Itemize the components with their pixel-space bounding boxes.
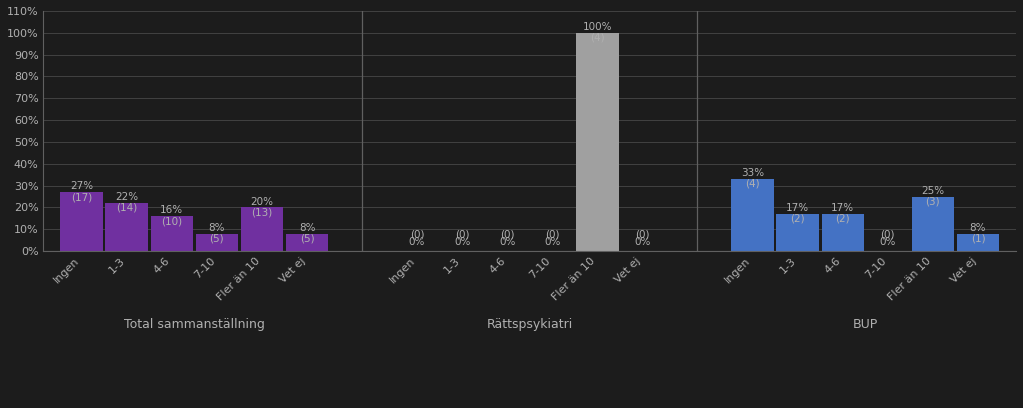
Bar — [776, 214, 818, 251]
Text: 0%: 0% — [409, 237, 426, 247]
Text: (5): (5) — [210, 233, 224, 244]
Text: (0): (0) — [881, 229, 895, 239]
Text: (17): (17) — [71, 192, 92, 202]
Text: (13): (13) — [252, 207, 272, 217]
Text: (2): (2) — [790, 214, 805, 224]
Text: 0%: 0% — [499, 237, 516, 247]
Text: 17%: 17% — [831, 203, 854, 213]
Text: Total sammanställning: Total sammanställning — [124, 318, 265, 331]
Text: (4): (4) — [590, 33, 605, 42]
Text: Rättspsykiatri: Rättspsykiatri — [487, 318, 573, 331]
Text: (0): (0) — [545, 229, 560, 239]
Text: (1): (1) — [971, 233, 985, 244]
Text: 0%: 0% — [880, 237, 896, 247]
Text: (0): (0) — [410, 229, 425, 239]
Text: 0%: 0% — [634, 237, 651, 247]
Text: 17%: 17% — [786, 203, 809, 213]
Text: (4): (4) — [745, 179, 760, 189]
Text: 27%: 27% — [70, 181, 93, 191]
Bar — [911, 197, 954, 251]
Text: 8%: 8% — [970, 223, 986, 233]
Text: (5): (5) — [300, 233, 314, 244]
Text: 16%: 16% — [161, 205, 183, 215]
Text: BUP: BUP — [852, 318, 878, 331]
Text: 33%: 33% — [741, 168, 764, 178]
Text: 0%: 0% — [544, 237, 561, 247]
Text: (10): (10) — [162, 216, 182, 226]
Bar — [105, 203, 147, 251]
Bar — [60, 192, 102, 251]
Bar — [957, 234, 999, 251]
Text: (3): (3) — [926, 196, 940, 206]
Text: 22%: 22% — [115, 192, 138, 202]
Bar — [150, 216, 193, 251]
Bar — [821, 214, 863, 251]
Bar — [195, 234, 238, 251]
Text: 8%: 8% — [209, 223, 225, 233]
Text: 25%: 25% — [922, 186, 944, 196]
Text: (2): (2) — [836, 214, 850, 224]
Text: 100%: 100% — [583, 22, 612, 32]
Text: 8%: 8% — [299, 223, 315, 233]
Text: 0%: 0% — [454, 237, 471, 247]
Bar — [731, 179, 773, 251]
Text: (14): (14) — [116, 203, 137, 213]
Text: (0): (0) — [455, 229, 470, 239]
Bar — [285, 234, 328, 251]
Text: (0): (0) — [635, 229, 650, 239]
Bar — [240, 207, 283, 251]
Text: 20%: 20% — [251, 197, 273, 206]
Bar — [576, 33, 619, 251]
Text: (0): (0) — [500, 229, 515, 239]
